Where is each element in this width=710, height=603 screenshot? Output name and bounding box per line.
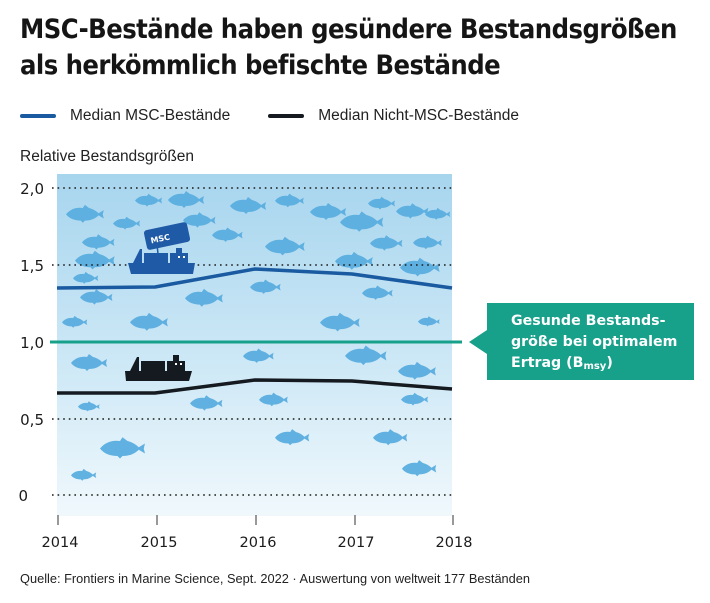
y-axis-label: Relative Bestandsgrößen <box>20 148 195 165</box>
chart-title: MSC-Bestände haben gesündere Bestandsgrö… <box>20 12 677 84</box>
y-tick-1-5: 1,5 <box>20 257 44 275</box>
y-tick-0-5: 0,5 <box>20 411 44 429</box>
chart-title-line-1: MSC-Bestände haben gesündere Bestandsgrö… <box>20 14 677 45</box>
y-tick-0: 0 <box>18 487 28 505</box>
bmsy-callout: Gesunde Bestands- größe bei optimalem Er… <box>469 303 694 380</box>
non-msc-boat-icon <box>125 355 192 381</box>
legend-item-non-msc: Median Nicht-MSC-Bestände <box>268 107 519 125</box>
line-non-msc <box>57 378 453 395</box>
callout-line-1: Gesunde Bestands- <box>511 313 666 329</box>
legend-label-non-msc: Median Nicht-MSC-Bestände <box>318 107 519 124</box>
x-tick-2014: 2014 <box>42 535 79 551</box>
legend-swatch-msc <box>20 114 56 118</box>
source-note: Quelle: Frontiers in Marine Science, Sep… <box>20 571 531 586</box>
chart-title-line-2: als herkömmlich befischte Bestände <box>20 50 501 81</box>
y-tick-1-0: 1,0 <box>20 334 44 352</box>
y-tick-2-0: 2,0 <box>20 180 44 198</box>
legend-label-msc: Median MSC-Bestände <box>70 107 231 124</box>
line-msc <box>56 267 453 290</box>
msc-logo-text: MSC <box>150 232 171 245</box>
legend: Median MSC-Bestände Median Nicht-MSC-Bes… <box>20 105 557 127</box>
x-tick-2015: 2015 <box>141 535 178 551</box>
callout-line-2: größe bei optimalem <box>511 334 678 350</box>
x-tick-2016: 2016 <box>240 535 277 551</box>
msc-boat-icon: MSC <box>128 222 195 274</box>
y-tick-labels: 2,0 1,5 1,0 0,5 0 <box>18 180 44 505</box>
callout-line-3: Ertrag (Bmsy) <box>511 355 613 372</box>
legend-item-msc: Median MSC-Bestände <box>20 107 230 125</box>
water-background <box>57 174 452 516</box>
x-tick-marks <box>57 515 454 525</box>
x-tick-2018: 2018 <box>436 535 473 551</box>
x-tick-labels: 2014 2015 2016 2017 2018 <box>42 535 473 551</box>
legend-swatch-non-msc <box>268 114 305 118</box>
x-tick-2017: 2017 <box>338 535 375 551</box>
